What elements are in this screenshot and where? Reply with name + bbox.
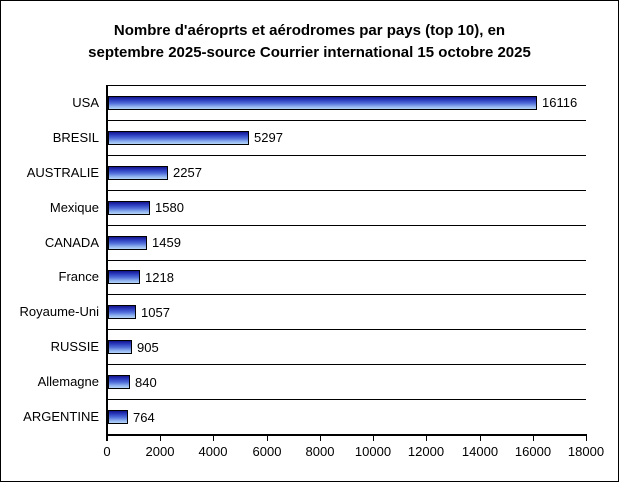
bar-row: 1057 (107, 294, 586, 329)
bar-row: 2257 (107, 154, 586, 190)
bar-value-label: 1580 (155, 200, 184, 216)
bar (108, 130, 249, 145)
chart-title-line-1: Nombre d'aéroprts et aérodromes par pays… (113, 22, 506, 39)
category-label: France (58, 269, 99, 285)
bar-value-label: 1218 (145, 269, 174, 285)
bar (108, 165, 168, 180)
y-axis-line (106, 85, 108, 441)
x-tick-label: 8000 (305, 444, 335, 459)
x-tick-mark (213, 436, 214, 441)
bar-row: 16116 (107, 85, 586, 120)
bar (108, 95, 537, 110)
bar-row: 905 (107, 329, 586, 364)
x-tick-label: 16000 (514, 444, 552, 459)
bar (108, 375, 130, 390)
x-tick-label: 6000 (252, 444, 282, 459)
bar (108, 410, 128, 425)
x-tick-mark (586, 436, 587, 441)
category-label: AUSTRALIE (26, 164, 99, 180)
bar-value-label: 905 (137, 339, 159, 355)
x-axis-line (106, 434, 587, 436)
x-tick-mark (107, 436, 108, 441)
bar-value-label: 16116 (542, 95, 578, 111)
x-tick-mark (160, 436, 161, 441)
x-tick-mark (533, 436, 534, 441)
x-tick-label: 10000 (354, 444, 392, 459)
x-tick-mark (426, 436, 427, 441)
bar-row: 1580 (107, 189, 586, 225)
bar-value-label: 840 (135, 374, 157, 390)
plot-area: 16116 5297 2257 1580 1459 1218 1057 905 840 764 (107, 85, 586, 434)
x-tick-mark (320, 436, 321, 441)
bar-row: 840 (107, 364, 586, 399)
category-label: ARGENTINE (23, 409, 99, 425)
bar (108, 305, 136, 320)
category-label: Mexique (49, 199, 99, 215)
bar-value-label: 1459 (152, 235, 181, 251)
x-tick-label: 4000 (198, 444, 228, 459)
x-tick-label: 0 (103, 444, 111, 459)
category-label: CANADA (44, 234, 99, 250)
bar (108, 235, 147, 250)
x-tick-label: 14000 (461, 444, 499, 459)
bar-value-label: 764 (133, 409, 155, 425)
bar-value-label: 1057 (141, 304, 170, 320)
bar-row: 764 (107, 399, 586, 434)
x-tick-mark (480, 436, 481, 441)
x-tick-label: 2000 (145, 444, 175, 459)
bar-row: 1459 (107, 224, 586, 260)
chart-title-line-2: septembre 2025-source Courrier internati… (88, 44, 531, 61)
bar (108, 200, 150, 215)
chart-title: Nombre d'aéroprts et aérodromes par pays… (1, 20, 618, 64)
x-tick-label: 18000 (567, 444, 605, 459)
category-label: Allemagne (37, 374, 99, 390)
category-label: USA (72, 94, 99, 110)
bar-row: 5297 (107, 119, 586, 155)
category-axis-labels: USA BRESIL AUSTRALIE Mexique CANADA France Roy… (1, 85, 99, 434)
bar-value-label: 5297 (254, 130, 283, 146)
x-tick-label: 12000 (407, 444, 445, 459)
category-label: BRESIL (52, 129, 99, 145)
category-label: Royaume-Uni (19, 304, 99, 320)
x-tick-mark (373, 436, 374, 441)
bar-row: 1218 (107, 259, 586, 295)
bar (108, 340, 132, 355)
x-tick-mark (267, 436, 268, 441)
bar (108, 270, 140, 285)
category-label: RUSSIE (50, 339, 99, 355)
bar-value-label: 2257 (173, 165, 202, 181)
